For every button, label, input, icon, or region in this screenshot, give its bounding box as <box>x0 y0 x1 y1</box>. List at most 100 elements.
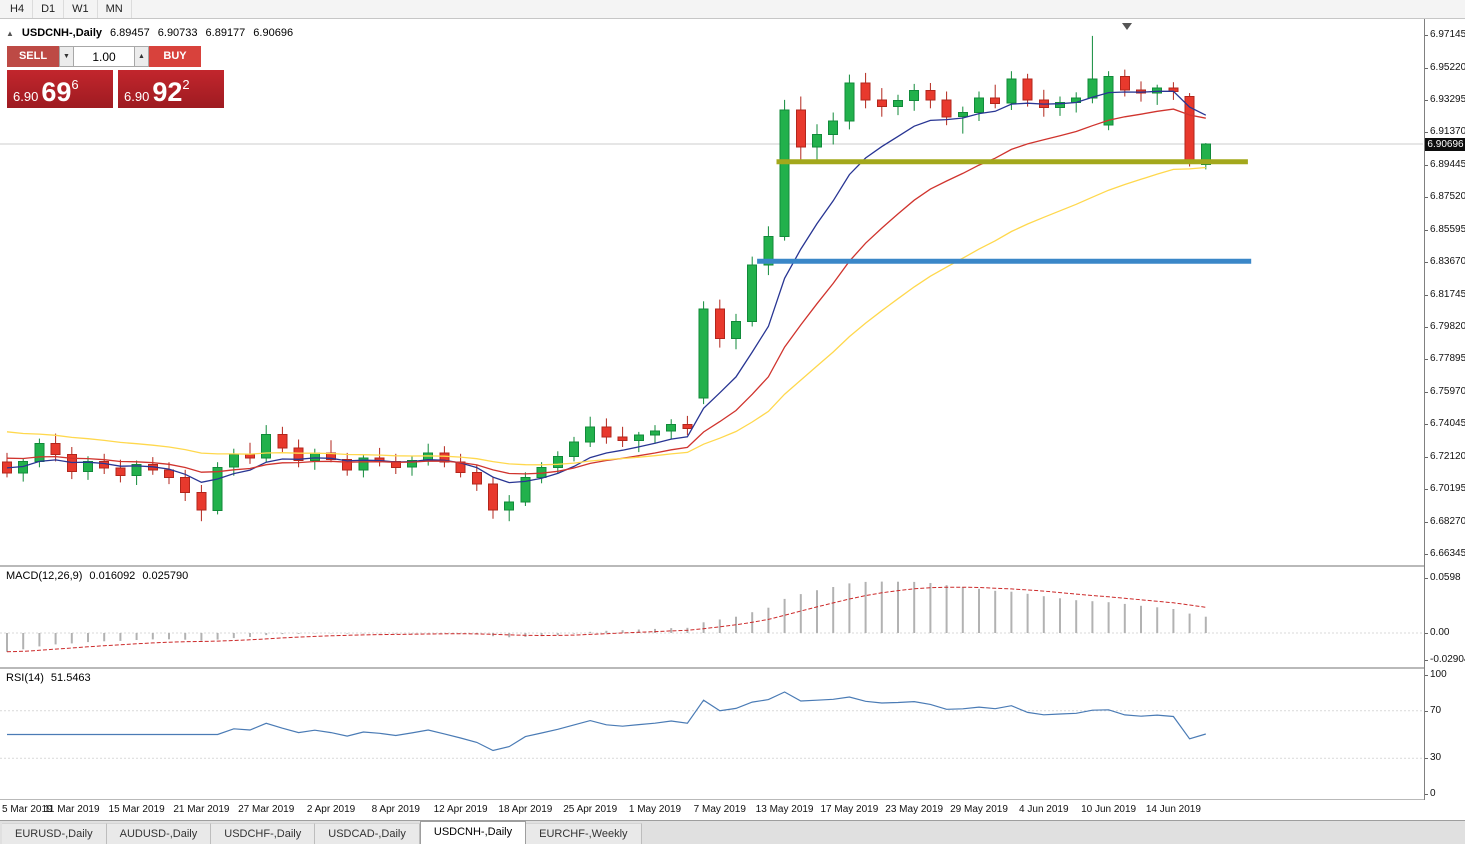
candles-layer <box>2 35 1211 522</box>
ohlc-low: 6.89177 <box>205 27 246 39</box>
rsi-axis-tick: 30 <box>1430 752 1442 764</box>
date-axis[interactable]: 5 Mar 2019 11 Mar 2019 15 Mar 2019 21 Mar 2… <box>0 800 1465 820</box>
candle-body <box>439 452 450 463</box>
candle-body <box>1152 87 1163 94</box>
ohlc-close: 6.90696 <box>253 27 294 39</box>
axis-tick-mark <box>1425 327 1428 329</box>
lot-size-input[interactable] <box>74 46 134 67</box>
candle-body <box>131 464 142 477</box>
candle-body <box>893 100 903 108</box>
candle-body <box>666 423 677 432</box>
timeframe-button-d1[interactable]: D1 <box>33 0 65 18</box>
panel-divider[interactable] <box>0 565 1465 567</box>
timeframe-button-h4[interactable]: H4 <box>2 0 34 18</box>
candle-body <box>601 426 612 438</box>
axis-tick-mark <box>1425 521 1428 523</box>
rsi-panel-canvas[interactable] <box>0 669 1423 799</box>
candle-body <box>828 120 839 135</box>
candle-body <box>99 460 110 469</box>
macd-panel-canvas[interactable] <box>0 567 1423 667</box>
rsi-indicator-label: RSI(14) 51.5463 <box>6 672 91 684</box>
main-chart-canvas[interactable] <box>0 19 1423 565</box>
axis-tick-mark <box>1425 132 1428 134</box>
date-axis-label: 14 Jun 2019 <box>1145 804 1201 815</box>
symbol-name: USDCNH-,Daily <box>21 27 102 39</box>
macd-axis-tick: 0.00 <box>1430 626 1450 638</box>
tab-eurchf-weekly[interactable]: EURCHF-,Weekly <box>526 823 642 844</box>
candle-body <box>504 501 515 511</box>
axis-tick-mark <box>1425 578 1428 580</box>
price-axis-tick: 6.83670 <box>1430 256 1465 268</box>
lot-increase-button[interactable]: ▲ <box>134 46 149 67</box>
buy-price-pips: 92 <box>152 76 183 107</box>
axis-tick-mark <box>1425 359 1428 361</box>
axis-tick-mark <box>1425 554 1428 556</box>
lot-decrease-button[interactable]: ▼ <box>59 46 74 67</box>
candle-body <box>180 476 191 494</box>
macd-main-value: 0.016092 <box>89 570 136 582</box>
price-axis-tick: 6.66345 <box>1430 548 1465 560</box>
buy-button[interactable]: BUY <box>149 46 201 67</box>
candle-body <box>1200 143 1211 166</box>
price-axis[interactable]: 6.97145 6.95220 6.93295 6.91370 6.89445 6.875… <box>1424 19 1465 800</box>
buy-quote-box[interactable]: 6.90 92 2 <box>118 70 224 108</box>
candle-body <box>941 99 952 118</box>
date-axis-label: 10 Jun 2019 <box>1081 804 1137 815</box>
candle-body <box>309 452 320 461</box>
candle-body <box>990 97 1001 104</box>
tab-usdcad-daily[interactable]: USDCAD-,Daily <box>315 823 420 844</box>
axis-tick-mark <box>1425 164 1428 166</box>
timeframe-button-w1[interactable]: W1 <box>64 0 98 18</box>
date-axis-label: 17 May 2019 <box>820 804 879 815</box>
candle-body <box>1006 78 1017 104</box>
candle-body <box>731 321 741 339</box>
ohlc-high: 6.90733 <box>157 27 198 39</box>
rsi-axis-tick: 100 <box>1430 669 1447 680</box>
candle-body <box>1087 78 1098 99</box>
timeframe-toolbar: H4 D1 W1 MN <box>0 0 1465 19</box>
candle-body <box>34 443 45 462</box>
candle-body <box>196 492 207 511</box>
candle-body <box>698 308 709 399</box>
axis-tick-mark <box>1425 197 1428 199</box>
axis-tick-mark <box>1425 710 1428 712</box>
buy-price-point: 2 <box>182 77 190 92</box>
tab-audusd-daily[interactable]: AUDUSD-,Daily <box>106 823 212 844</box>
candle-body <box>779 109 790 237</box>
tab-eurusd-daily[interactable]: EURUSD-,Daily <box>2 823 107 844</box>
price-axis-tick: 6.70195 <box>1430 483 1465 495</box>
sell-button[interactable]: SELL <box>7 46 59 67</box>
sell-price-pips: 69 <box>41 76 72 107</box>
date-axis-label: 29 May 2019 <box>950 804 1008 815</box>
candle-body <box>957 112 968 118</box>
macd-indicator-label: MACD(12,26,9) 0.016092 0.025790 <box>6 570 188 582</box>
candle-body <box>1103 75 1114 126</box>
candle-body <box>50 443 61 456</box>
date-axis-label: 4 Jun 2019 <box>1019 804 1069 815</box>
axis-tick-mark <box>1425 262 1428 264</box>
candle-body <box>844 82 855 122</box>
candle-body <box>228 454 239 468</box>
tab-usdcnh-daily[interactable]: USDCNH-,Daily <box>419 821 527 844</box>
price-axis-tick: 6.87520 <box>1430 191 1465 203</box>
candle-body <box>277 433 288 449</box>
ohlc-open: 6.89457 <box>110 27 150 39</box>
timeframe-button-mn[interactable]: MN <box>98 0 132 18</box>
date-axis-label: 18 Apr 2019 <box>498 804 553 815</box>
date-axis-label: 7 May 2019 <box>693 804 746 815</box>
axis-tick-mark <box>1425 99 1428 101</box>
candle-body <box>860 82 871 101</box>
candle-body <box>1119 75 1130 91</box>
rsi-value: 51.5463 <box>50 672 91 684</box>
macd-signal-line <box>6 586 1206 653</box>
candle-body <box>115 467 126 477</box>
date-axis-label: 5 Mar 2019 <box>2 804 53 815</box>
panel-divider[interactable] <box>0 667 1465 669</box>
ma-mid-red-line <box>6 108 1206 475</box>
candle-body <box>812 133 822 148</box>
tab-usdchf-daily[interactable]: USDCHF-,Daily <box>211 823 316 844</box>
one-click-collapse-icon[interactable]: ▲ <box>6 28 14 38</box>
rsi-axis-tick: 70 <box>1430 704 1442 716</box>
panel-divider[interactable] <box>0 799 1465 800</box>
sell-quote-box[interactable]: 6.90 69 6 <box>7 70 113 108</box>
